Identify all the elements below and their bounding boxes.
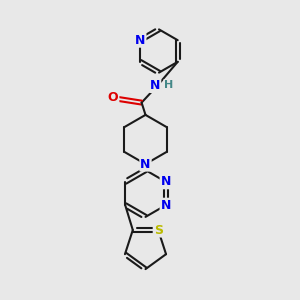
Text: N: N [150, 79, 160, 92]
Text: N: N [160, 175, 171, 188]
Text: H: H [164, 80, 173, 90]
Text: N: N [135, 34, 146, 47]
Text: O: O [108, 91, 118, 104]
Text: N: N [140, 158, 151, 171]
Text: S: S [154, 224, 163, 236]
Text: N: N [160, 199, 171, 212]
